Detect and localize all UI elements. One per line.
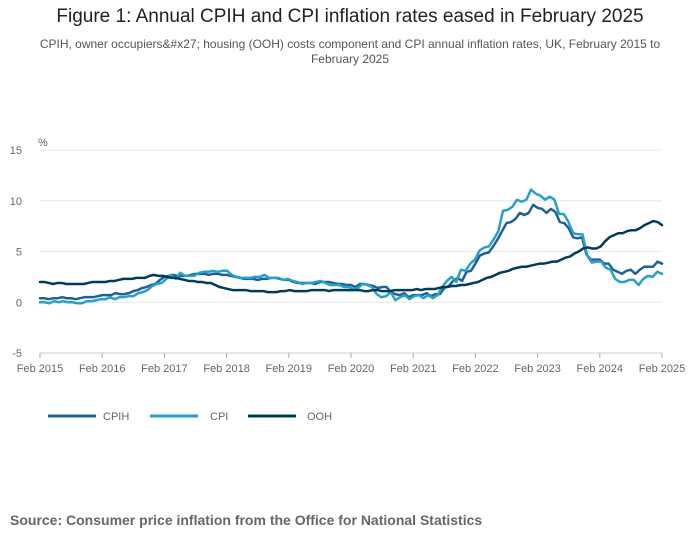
source-note: Source: Consumer price inflation from th… xyxy=(10,512,483,528)
x-tick-label: Feb 2020 xyxy=(328,363,374,375)
y-tick-label: 10 xyxy=(10,196,22,208)
x-tick-label: Feb 2022 xyxy=(452,363,498,375)
chart-title: Figure 1: Annual CPIH and CPI inflation … xyxy=(56,6,644,27)
x-tick-label: Feb 2017 xyxy=(141,363,187,375)
series-line-cpih xyxy=(38,203,664,301)
chart-subtitle: CPIH, owner occupiers&#x27; housing (OOH… xyxy=(39,37,661,66)
y-tick-label: 0 xyxy=(16,297,22,309)
x-tick-label: Feb 2021 xyxy=(390,363,436,375)
series-lines xyxy=(38,188,664,305)
legend-label-cpih: CPIH xyxy=(103,411,129,423)
y-axis: -5 0 5 10 15% xyxy=(10,137,48,360)
x-axis: Feb 2015 Feb 2016 Feb 2017 Feb 2018 Feb 2019… xyxy=(17,352,685,375)
x-tick-label: Feb 2019 xyxy=(266,363,312,375)
x-tick-label: Feb 2025 xyxy=(639,363,685,375)
x-tick-label: Feb 2024 xyxy=(577,363,623,375)
series-line-cpi xyxy=(38,188,664,305)
x-tick-label: Feb 2016 xyxy=(79,363,125,375)
legend: CPIH CPI OOH xyxy=(48,411,332,423)
y-tick-label: -5 xyxy=(12,348,22,360)
series-line-ooh xyxy=(38,219,664,294)
y-tick-label: 15 xyxy=(10,145,22,157)
x-tick-label: Feb 2023 xyxy=(514,363,560,375)
x-tick-label: Feb 2018 xyxy=(203,363,249,375)
legend-label-ooh: OOH xyxy=(307,411,332,423)
gridlines xyxy=(40,149,662,354)
legend-label-cpi: CPI xyxy=(210,411,228,423)
x-tick-label: Feb 2015 xyxy=(17,363,63,375)
y-tick-label: 5 xyxy=(16,247,22,259)
y-axis-label: % xyxy=(38,137,48,149)
